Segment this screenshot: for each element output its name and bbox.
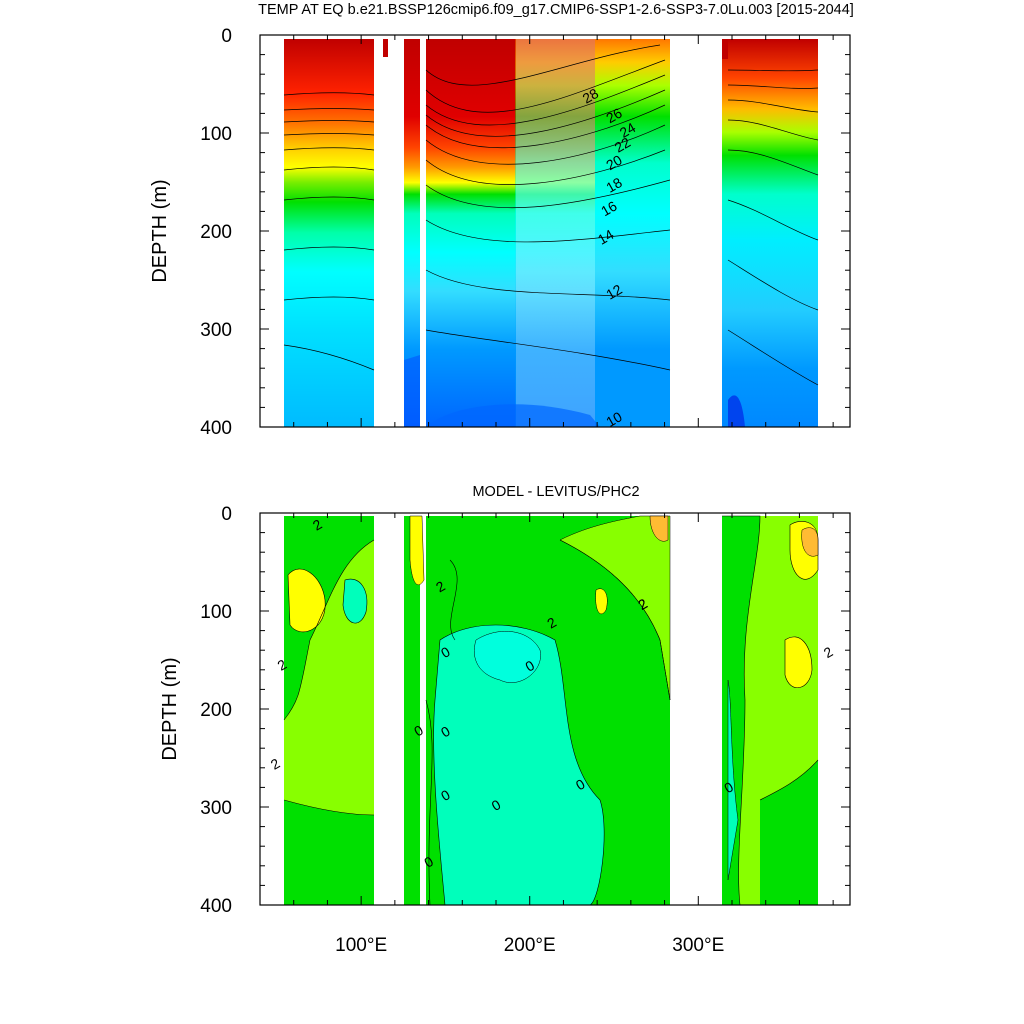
top-contour-label: 26: [603, 104, 625, 126]
bottom-y-tick-label: 0: [221, 504, 232, 525]
bottom-axis-ticks: [260, 512, 850, 906]
atlantic-edge-field: [722, 39, 728, 59]
difference-panel: MODEL - LEVITUS/PHC2: [159, 484, 851, 956]
top-y-axis-title: DEPTH (m): [149, 179, 171, 282]
top-contour-label: 28: [580, 85, 602, 107]
bottom-x-tick-label: 300°E: [672, 935, 724, 956]
top-contour-label: 16: [598, 198, 620, 220]
bottom-x-tick-label: 100°E: [335, 935, 387, 956]
bottom-x-tick-label: 200°E: [504, 935, 556, 956]
west-pacific-field: [426, 39, 516, 427]
top-y-tick-label: 300: [200, 320, 232, 341]
strait-field: [404, 39, 420, 427]
top-y-tick-label: 400: [200, 418, 232, 439]
bottom-y-tick-label: 400: [200, 896, 232, 917]
deep-cold-patch: [426, 404, 600, 427]
top-contour-label: 10: [603, 408, 625, 430]
pacific-cool-region: [433, 624, 605, 905]
atlantic-field: [722, 39, 818, 427]
strait-warm-patch: [409, 515, 425, 585]
atlantic-cool-band: [727, 679, 739, 881]
top-y-tick-label: 200: [200, 222, 232, 243]
indian-warm-blob: [287, 568, 326, 633]
east-pacific-hot-spot: [649, 515, 669, 542]
pacific-cool-core: [474, 631, 541, 683]
bottom-contour-label: 2: [268, 755, 283, 773]
bottom-y-tick-label: 100: [200, 602, 232, 623]
top-contour-label: 14: [595, 226, 617, 248]
indian-deep-green: [284, 800, 374, 905]
figure-title: TEMP AT EQ b.e21.BSSP126cmip6.f09_g17.CM…: [258, 2, 854, 18]
top-y-tick-label: 100: [200, 124, 232, 145]
atlantic-surface-hot: [801, 527, 819, 557]
bottom-y-axis-title: DEPTH (m): [159, 657, 181, 760]
top-contour-label: 12: [603, 281, 625, 303]
strait-diff-field: [404, 516, 420, 905]
top-axis-ticks: [260, 34, 850, 428]
isotherm-lines: [283, 44, 819, 386]
sliver-field: [383, 39, 388, 57]
bottom-contour-label: 2: [821, 643, 836, 661]
atlantic-deep-green: [760, 760, 818, 905]
central-pacific-field-b: [515, 39, 595, 427]
top-contour-label: 24: [617, 119, 639, 141]
atlantic-deep-patch: [728, 395, 745, 427]
top-contour-label: 20: [603, 151, 625, 173]
indian-cool-blob: [342, 578, 368, 624]
difference-contour-lines: [283, 515, 819, 905]
top-contour-label: 18: [603, 174, 625, 196]
top-y-tick-label: 0: [221, 26, 232, 47]
bottom-y-tick-label: 200: [200, 700, 232, 721]
top-contour-label: 22: [612, 134, 634, 156]
indian-green-patch: [284, 516, 374, 720]
indian-ocean-field: [284, 39, 374, 427]
bottom-y-tick-label: 300: [200, 798, 232, 819]
east-pacific-warm-blob: [595, 588, 608, 615]
atlantic-warm-blob: [784, 636, 813, 688]
strait-deep-patch: [404, 355, 420, 427]
difference-panel-title: MODEL - LEVITUS/PHC2: [472, 484, 639, 500]
